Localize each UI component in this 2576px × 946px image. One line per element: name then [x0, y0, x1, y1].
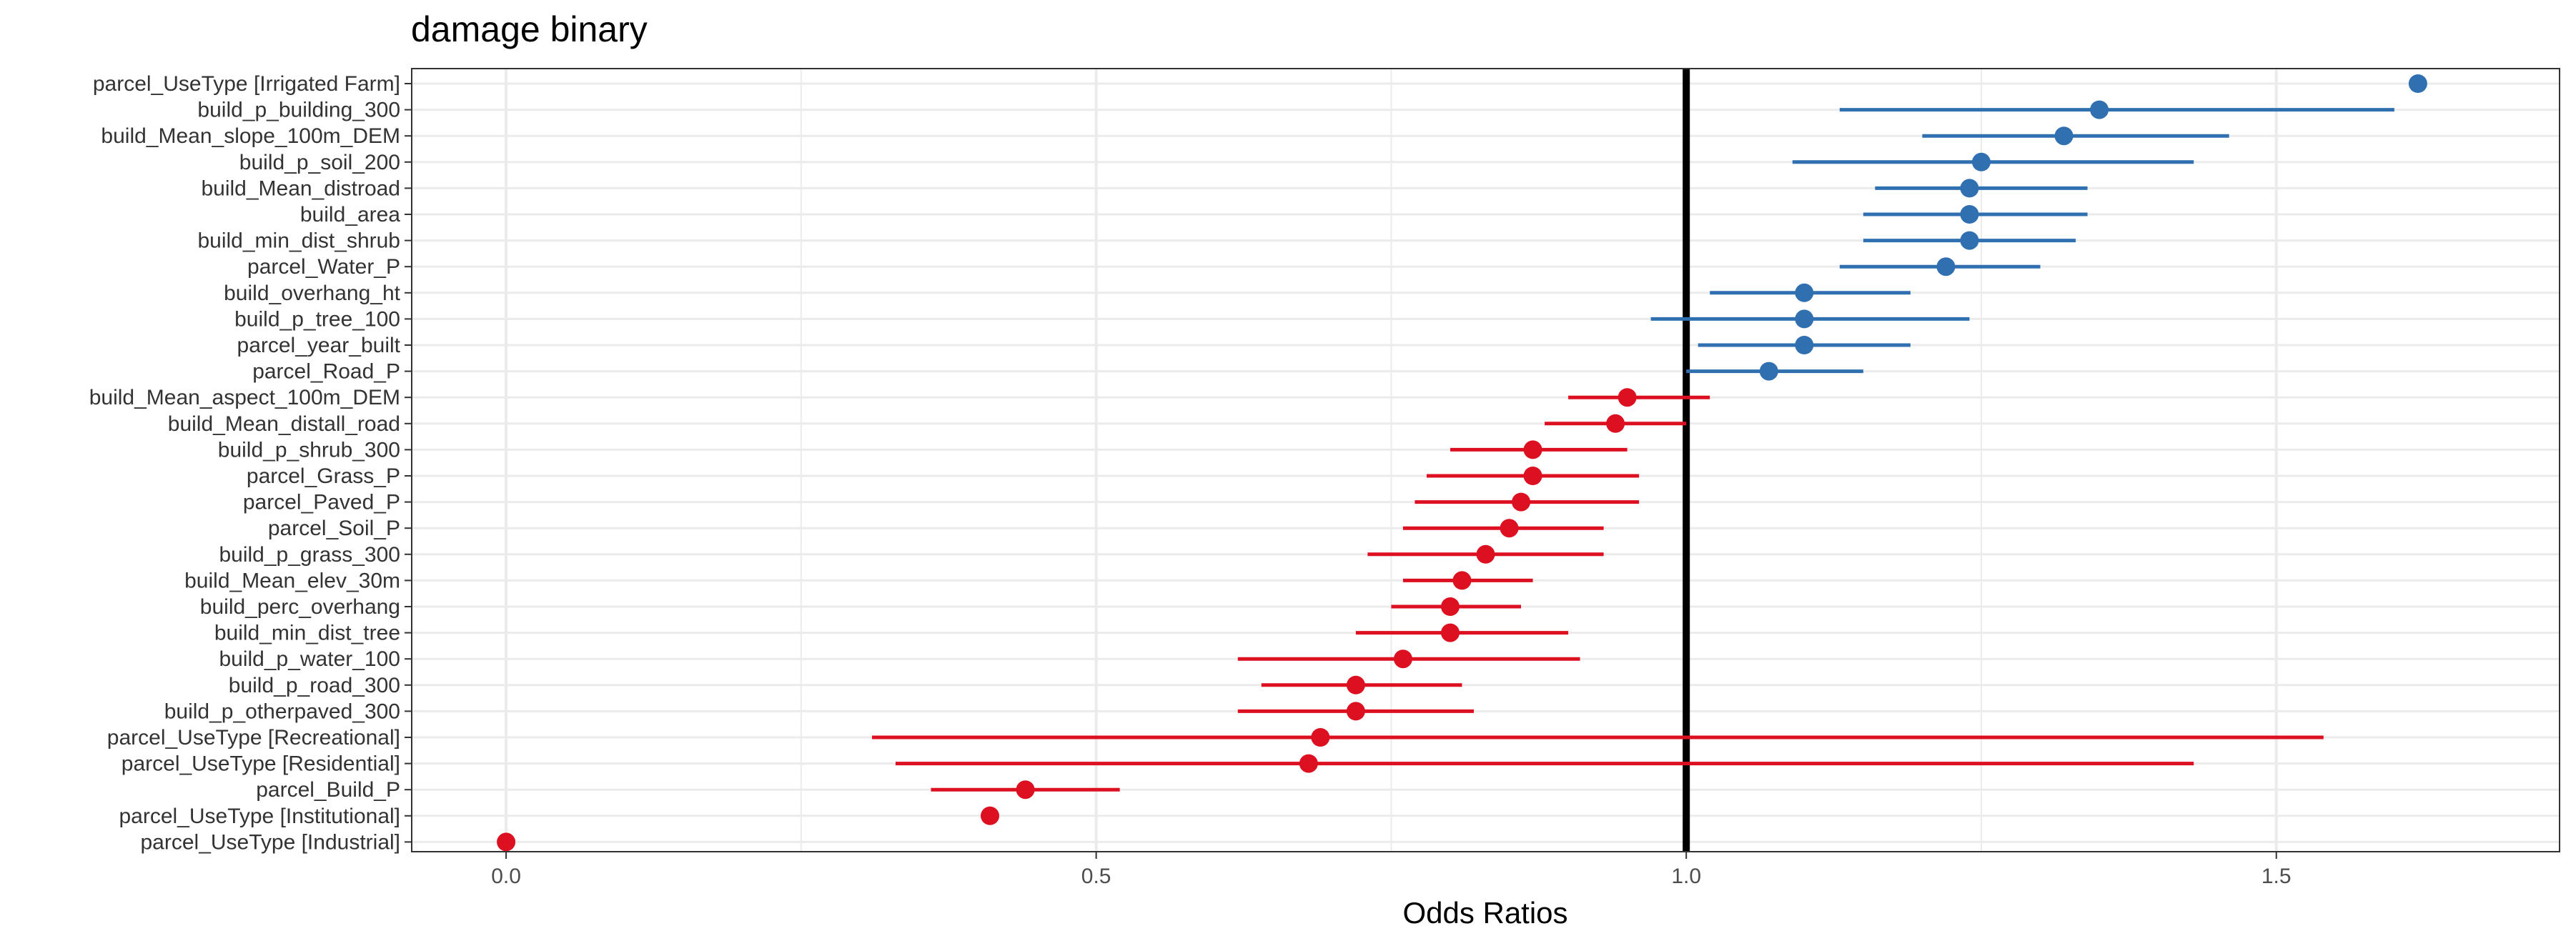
y-tick-label: parcel_Water_P: [247, 255, 400, 279]
estimate-point: [1440, 623, 1460, 642]
y-tick-label: parcel_UseType [Residential]: [122, 752, 400, 776]
estimate-point: [1346, 702, 1365, 721]
y-tick-label: build_Mean_distall_road: [168, 412, 400, 436]
estimate-point: [1971, 152, 1991, 171]
x-axis-title: Odds Ratios: [1402, 896, 1567, 930]
estimate-point: [1606, 414, 1625, 433]
y-tick-label: build_p_building_300: [197, 99, 400, 122]
estimate-point: [1960, 205, 1979, 224]
x-tick-label: 1.0: [1671, 865, 1701, 888]
estimate-point: [1500, 519, 1519, 538]
estimate-point: [1960, 179, 1979, 198]
x-tick-label: 0.0: [491, 865, 521, 888]
y-tick-label: parcel_UseType [Irrigated Farm]: [93, 72, 400, 96]
estimate-point: [1393, 649, 1412, 669]
y-tick-label: build_p_shrub_300: [218, 438, 400, 462]
estimate-point: [1440, 597, 1460, 616]
estimate-point: [1452, 571, 1472, 590]
y-tick-label: build_overhang_ht: [224, 282, 401, 305]
y-tick-label: build_p_otherpaved_300: [164, 699, 400, 723]
x-tick-labels: 0.0 0.5 1.0 1.5: [491, 852, 2292, 888]
y-tick-label: build_area: [300, 203, 400, 226]
y-tick-label: parcel_Grass_P: [247, 464, 400, 488]
estimate-point: [1759, 362, 1778, 381]
y-tick-label: build_p_tree_100: [234, 307, 400, 331]
estimate-point: [1476, 544, 1495, 564]
estimate-point: [1795, 283, 1814, 302]
estimate-point: [2090, 100, 2109, 119]
y-tick-label: build_perc_overhang: [200, 595, 400, 619]
y-tick-label: build_min_dist_tree: [214, 622, 400, 645]
y-tick-label: build_Mean_aspect_100m_DEM: [89, 386, 400, 409]
chart-title: damage binary: [411, 9, 648, 49]
estimate-point: [1346, 675, 1365, 694]
y-tick-label: build_p_grass_300: [219, 543, 400, 567]
estimate-point: [1795, 309, 1814, 329]
estimate-point: [1618, 388, 1637, 407]
y-tick-label: parcel_UseType [Industrial]: [140, 830, 400, 854]
y-tick-label: build_p_soil_200: [239, 151, 400, 174]
x-tick-label: 0.5: [1081, 865, 1111, 888]
estimate-point: [1299, 754, 1318, 773]
y-tick-label: parcel_UseType [Institutional]: [119, 805, 400, 828]
estimate-point: [1523, 440, 1542, 459]
y-tick-label: parcel_Soil_P: [268, 517, 400, 540]
estimate-point: [1311, 728, 1330, 747]
y-tick-label: build_min_dist_shrub: [197, 229, 400, 253]
y-tick-label: parcel_Build_P: [256, 778, 400, 802]
estimate-point: [1936, 257, 1956, 277]
estimate-point: [1512, 492, 1531, 512]
estimate-point: [1016, 780, 1035, 800]
y-tick-label: build_p_road_300: [229, 674, 400, 697]
y-tick-label: parcel_year_built: [237, 334, 401, 357]
estimate-point: [2054, 126, 2074, 146]
grid-layer: [412, 69, 2560, 852]
estimate-point: [981, 806, 1000, 825]
y-tick-label: parcel_Road_P: [252, 360, 400, 384]
estimate-point: [1960, 231, 1979, 250]
y-tick-label: build_Mean_slope_100m_DEM: [101, 124, 400, 148]
marks-layer: [497, 74, 2427, 852]
estimate-point: [497, 832, 516, 852]
y-tick-label: parcel_UseType [Recreational]: [107, 726, 400, 750]
y-tick-label: build_Mean_elev_30m: [184, 569, 400, 592]
estimate-point: [1523, 467, 1542, 485]
y-tick-label: parcel_Paved_P: [243, 491, 400, 514]
x-tick-label: 1.5: [2262, 865, 2292, 888]
estimate-point: [1795, 336, 1814, 354]
estimate-point: [2408, 74, 2427, 93]
y-tick-label: build_Mean_distroad: [201, 176, 400, 200]
y-tick-labels: parcel_UseType [Irrigated Farm] build_p_b…: [89, 72, 412, 854]
y-tick-label: build_p_water_100: [219, 647, 400, 671]
panel-border: [411, 68, 2560, 852]
